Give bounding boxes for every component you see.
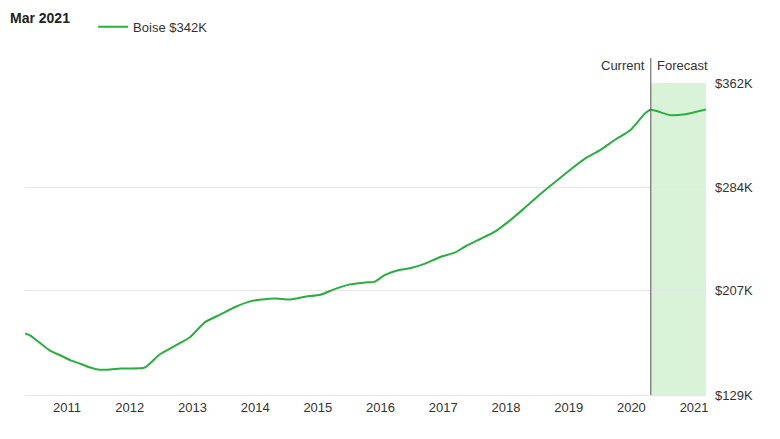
svg-text:2015: 2015 bbox=[303, 400, 332, 415]
svg-text:2018: 2018 bbox=[491, 400, 520, 415]
svg-text:$207K: $207K bbox=[715, 283, 753, 298]
svg-text:$284K: $284K bbox=[715, 180, 753, 195]
svg-text:2016: 2016 bbox=[366, 400, 395, 415]
svg-text:2011: 2011 bbox=[53, 400, 81, 415]
svg-text:2020: 2020 bbox=[617, 400, 646, 415]
svg-text:$362K: $362K bbox=[715, 76, 753, 91]
svg-text:2012: 2012 bbox=[115, 400, 144, 415]
svg-text:2014: 2014 bbox=[241, 400, 270, 415]
svg-text:Boise $342K: Boise $342K bbox=[133, 20, 207, 35]
svg-text:Forecast: Forecast bbox=[657, 58, 708, 73]
svg-text:Mar 2021: Mar 2021 bbox=[10, 10, 70, 26]
svg-text:2013: 2013 bbox=[178, 400, 207, 415]
svg-text:2019: 2019 bbox=[554, 400, 583, 415]
svg-text:Current: Current bbox=[601, 58, 645, 73]
svg-text:$129K: $129K bbox=[715, 388, 753, 403]
svg-text:2017: 2017 bbox=[429, 400, 458, 415]
svg-text:2021: 2021 bbox=[680, 400, 709, 415]
